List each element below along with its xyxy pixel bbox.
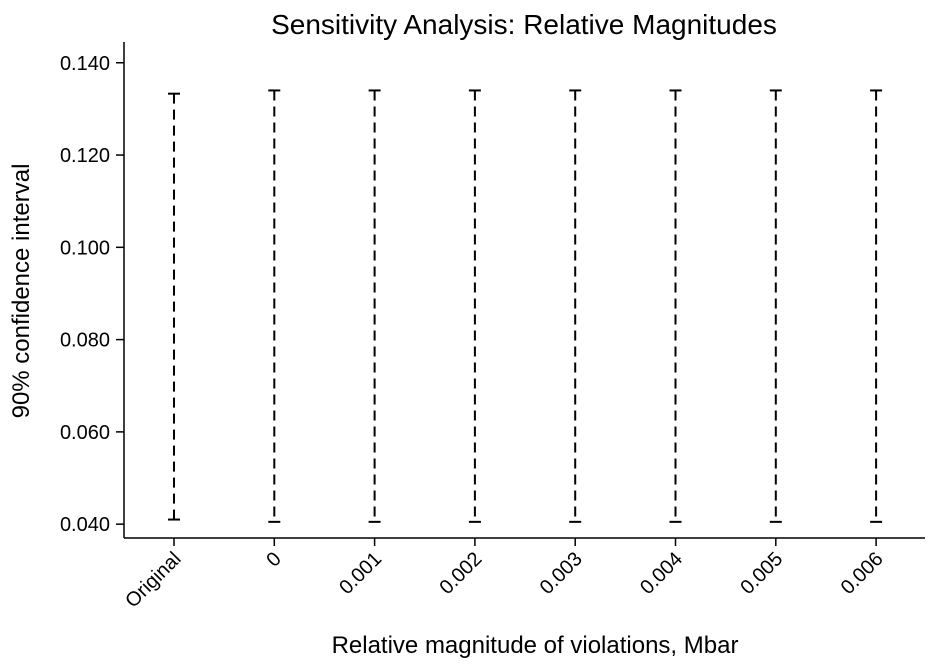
y-axis-label: 90% confidence interval bbox=[8, 164, 35, 419]
confidence-interval-bars bbox=[168, 89, 883, 523]
x-tick-label: 0.006 bbox=[837, 548, 888, 599]
x-tick-label: 0.005 bbox=[736, 548, 787, 599]
chart-title: Sensitivity Analysis: Relative Magnitude… bbox=[271, 9, 777, 40]
y-tick-label: 0.140 bbox=[60, 53, 110, 75]
x-tick-label: 0.003 bbox=[536, 548, 587, 599]
x-tick-label: 0.002 bbox=[435, 548, 486, 599]
x-tick-label: 0.004 bbox=[636, 548, 687, 599]
y-tick-label: 0.040 bbox=[60, 514, 110, 536]
y-tick-label: 0.100 bbox=[60, 237, 110, 259]
y-axis-ticks: 0.040 0.060 0.080 0.100 0.120 0.140 bbox=[60, 53, 124, 536]
y-tick-label: 0.060 bbox=[60, 422, 110, 444]
x-tick-label: 0.001 bbox=[335, 548, 386, 599]
y-tick-label: 0.120 bbox=[60, 145, 110, 167]
x-axis-ticks: Original 0 0.001 0.002 0.003 0.004 0.005 0.006 bbox=[121, 538, 888, 612]
x-tick-label: 0 bbox=[262, 548, 285, 571]
x-axis-label: Relative magnitude of violations, Mbar bbox=[332, 632, 739, 659]
x-tick-label: Original bbox=[121, 548, 185, 612]
y-tick-label: 0.080 bbox=[60, 330, 110, 352]
